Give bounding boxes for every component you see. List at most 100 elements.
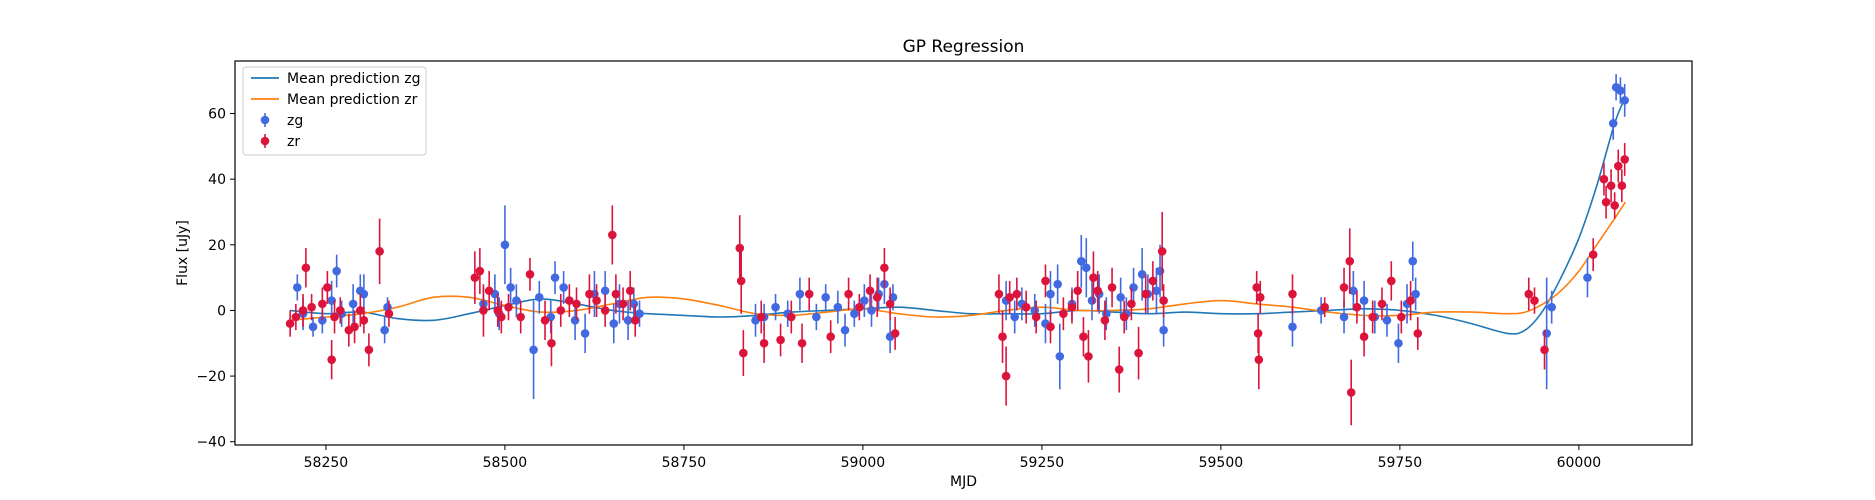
data-point-zr [556, 294, 566, 327]
data-point-zr [1397, 300, 1406, 334]
marker [1129, 283, 1138, 292]
marker [1382, 315, 1392, 325]
data-point-zg [833, 290, 843, 324]
data-point-zr [1046, 310, 1055, 344]
data-point-zr [1346, 359, 1356, 426]
y-tick-label: −20 [196, 369, 226, 385]
data-point-zg [1053, 264, 1062, 304]
marker [1620, 96, 1629, 105]
marker [855, 302, 864, 312]
marker [592, 296, 601, 305]
data-point-zr [1001, 346, 1011, 406]
marker [1339, 312, 1349, 322]
marker [1093, 286, 1103, 296]
marker [1046, 322, 1055, 332]
marker [580, 329, 590, 338]
data-point-zr [880, 248, 889, 288]
data-point-zr [1041, 264, 1050, 298]
data-point-zr [1079, 317, 1088, 357]
marker [1059, 309, 1068, 319]
x-tick-label: 59250 [1020, 455, 1065, 471]
data-point-zr [479, 284, 488, 337]
data-point-zr [327, 339, 336, 380]
marker [1606, 181, 1616, 191]
marker [1137, 270, 1147, 279]
marker [885, 299, 895, 309]
data-point-zg [623, 300, 633, 340]
data-point-zg [308, 317, 318, 337]
legend-label: Mean prediction zr [287, 92, 418, 108]
data-point-zr [1134, 326, 1143, 380]
data-point-zg [380, 317, 389, 344]
marker [484, 286, 494, 296]
marker [795, 289, 805, 299]
x-tick-label: 58250 [304, 455, 349, 471]
marker [1114, 365, 1124, 374]
marker [1608, 119, 1618, 128]
marker [1288, 289, 1297, 299]
data-point-zr [756, 300, 766, 334]
marker [318, 299, 327, 309]
data-point-zr [1141, 274, 1151, 314]
data-point-zg [1620, 83, 1629, 117]
marker [623, 315, 633, 325]
data-point-zr [797, 323, 807, 363]
marker [611, 289, 621, 299]
data-point-zr [885, 287, 895, 321]
data-point-zg [550, 261, 560, 295]
marker [890, 329, 900, 338]
data-point-zr [1540, 330, 1549, 370]
data-point-zg [1055, 323, 1065, 390]
data-point-zg [534, 280, 544, 314]
data-point-zr [350, 310, 359, 344]
marker [1620, 155, 1629, 164]
marker [307, 302, 316, 312]
data-point-zr [375, 218, 384, 285]
data-point-zg [1382, 303, 1392, 337]
marker [1616, 86, 1625, 95]
x-tick-label: 58500 [483, 455, 528, 471]
marker [1583, 273, 1592, 282]
marker [1155, 266, 1165, 276]
data-point-zr [1089, 251, 1098, 304]
legend-entry-zr: zr [260, 134, 300, 150]
data-point-zr [330, 300, 339, 334]
marker [1540, 345, 1549, 355]
marker [516, 312, 525, 322]
marker [1134, 348, 1143, 358]
data-point-zr [475, 248, 485, 295]
data-point-zr [301, 248, 311, 288]
y-tick-label: 60 [208, 107, 226, 123]
data-point-zr [1148, 261, 1158, 301]
data-point-zr [1012, 277, 1022, 311]
data-point-zr [547, 320, 556, 367]
data-point-zr [618, 287, 628, 321]
data-point-zr [1031, 300, 1041, 334]
marker [1524, 289, 1534, 299]
marker [1012, 289, 1022, 299]
marker [1148, 276, 1158, 286]
data-point-zr [739, 330, 748, 377]
data-point-zr [1617, 169, 1627, 203]
legend-label: zr [287, 134, 300, 150]
marker [1413, 329, 1423, 338]
data-point-zr [497, 300, 506, 334]
chart-title: GP Regression [903, 37, 1025, 57]
legend-label: Mean prediction zg [287, 71, 421, 87]
data-point-zr [323, 271, 332, 304]
marker [998, 332, 1007, 341]
marker [630, 315, 640, 325]
y-tick-label: 0 [217, 303, 226, 319]
data-point-zg [1349, 271, 1358, 311]
legend-entry-mean-zg: Mean prediction zg [251, 71, 421, 87]
plot-area [234, 60, 1693, 446]
data-point-zr [1119, 300, 1129, 334]
data-point-zg [1408, 241, 1418, 281]
marker [529, 345, 538, 355]
marker [1100, 315, 1110, 325]
marker [880, 263, 889, 273]
marker [1349, 286, 1358, 296]
data-point-zg [332, 254, 341, 288]
data-point-zr [1530, 287, 1539, 314]
